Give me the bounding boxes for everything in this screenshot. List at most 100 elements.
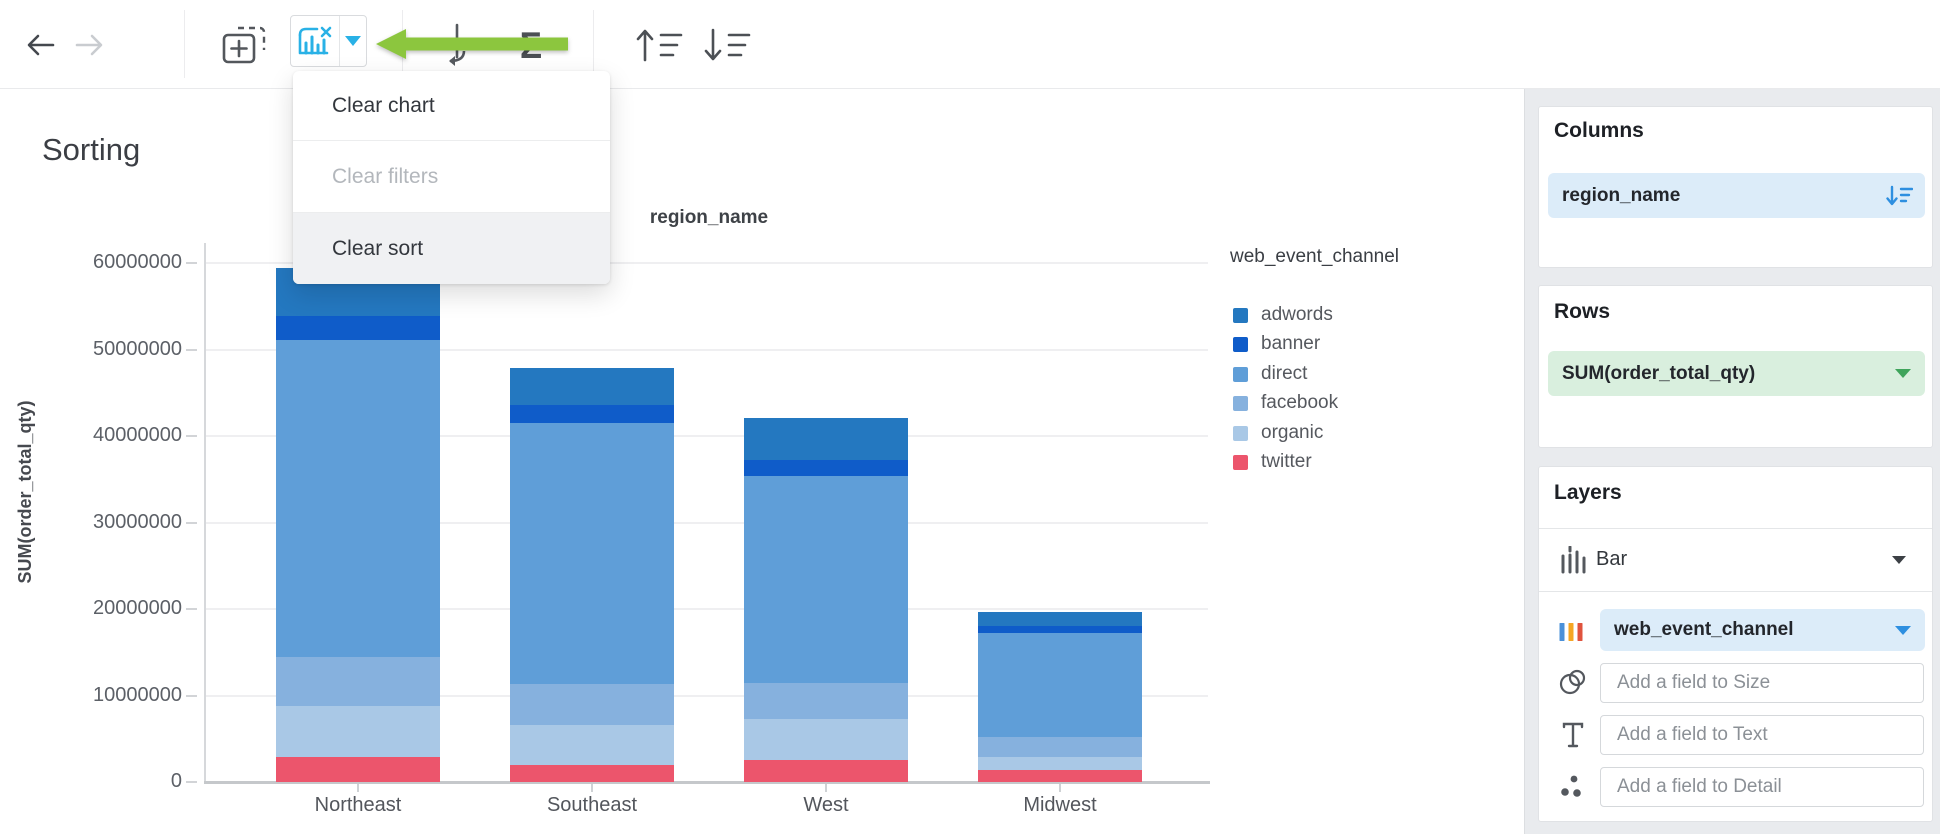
bar-segment-west-twitter[interactable] [744,760,908,782]
bar-segment-midwest-direct[interactable] [978,633,1142,738]
sort-descending-applied-icon[interactable] [1886,184,1913,208]
add-chart-button[interactable] [218,22,270,68]
x-category-label: Midwest [1023,794,1097,816]
columns-field-pill[interactable]: region_name [1548,173,1925,218]
gridline [204,521,1208,524]
legend-swatch-facebook[interactable] [1233,396,1248,411]
x-tick-mark [591,784,593,792]
bar-segment-southeast-direct[interactable] [510,423,674,685]
color-field-pill[interactable]: web_event_channel [1600,609,1925,651]
caret-down-icon [345,36,361,46]
bar-segment-southeast-adwords[interactable] [510,367,674,405]
clear-chart-x-icon [298,26,332,55]
legend-swatch-adwords[interactable] [1233,307,1248,323]
x-tick-mark [1059,784,1061,792]
y-axis-title: SUM(order_total_qty) [15,400,35,584]
legend-label-organic[interactable]: organic [1261,421,1324,443]
bar-segment-midwest-banner[interactable] [978,626,1142,634]
rows-field-label: SUM(order_total_qty) [1562,362,1756,384]
add-chart-icon [222,26,266,64]
forward-button[interactable] [72,29,108,61]
gridline [204,348,1208,351]
x-category-label: Southeast [546,794,638,816]
menu-item-clear-filters: Clear filters [293,140,610,212]
legend-label-facebook[interactable]: facebook [1261,392,1339,413]
bar-segment-midwest-organic[interactable] [978,756,1142,770]
y-tick-label: 40000000 [93,424,182,446]
button-separator [339,16,340,66]
y-tick-label: 0 [170,770,182,792]
legend-label-banner[interactable]: banner [1261,333,1321,354]
bar-segment-midwest-facebook[interactable] [978,737,1142,757]
bar-segment-southeast-twitter[interactable] [510,764,674,782]
text-field-input[interactable] [1600,715,1924,755]
menu-item-clear-chart[interactable]: Clear chart [332,93,435,117]
rows-field-pill[interactable]: SUM(order_total_qty) [1548,351,1925,396]
back-button[interactable] [22,29,58,61]
y-tick-label: 50000000 [93,337,182,360]
legend-swatch-twitter[interactable] [1233,455,1248,470]
gridline [204,694,1208,697]
bar-segment-midwest-twitter[interactable] [978,769,1142,782]
x-field-label: region_name [649,207,769,228]
y-tick-label: 10000000 [93,683,182,706]
x-tick-mark [357,784,359,792]
size-field-input[interactable] [1600,663,1924,703]
columns-field-label: region_name [1562,184,1681,206]
detail-field-input[interactable] [1600,767,1924,807]
sort-descending-button[interactable] [700,24,754,66]
bar-segment-northeast-twitter[interactable] [276,756,440,782]
y-axis-line [204,243,206,782]
caret-down-icon[interactable] [1895,625,1911,635]
bar-segment-northeast-direct[interactable] [276,339,440,657]
toolbar-divider [184,10,185,78]
color-field-label: web_event_channel [1614,619,1794,640]
legend-label-adwords[interactable]: adwords [1261,303,1333,325]
chart-config-sidebar: Columns region_name Rows SUM(order_total… [1524,89,1940,834]
legend-swatch-organic[interactable] [1233,425,1248,441]
caret-down-icon[interactable] [1895,369,1911,378]
bar-segment-northeast-facebook[interactable] [276,656,440,706]
clear-chart-button[interactable] [291,16,339,66]
clear-chart-menu-caret[interactable] [340,16,366,66]
caret-down-icon[interactable] [1892,555,1906,564]
bar-segment-west-direct[interactable] [744,475,908,683]
bar-segment-southeast-organic[interactable] [510,724,674,765]
legend-label-direct[interactable]: direct [1261,362,1308,384]
toolbar: Σ [0,0,1940,89]
bar-segment-west-banner[interactable] [744,460,908,476]
columns-card: Columns region_name [1538,106,1933,268]
bar-segment-midwest-adwords[interactable] [978,611,1142,627]
bar-segment-southeast-facebook[interactable] [510,684,674,725]
bar-segment-northeast-banner[interactable] [276,315,440,340]
y-tick-mark [186,608,197,610]
y-tick-label: 20000000 [93,597,182,619]
text-field-icon [1562,722,1584,748]
page-title: Sorting [42,132,141,167]
layers-card: Layers Bar web_event_channel [1538,466,1933,822]
rows-card: Rows SUM(order_total_qty) [1538,285,1933,448]
layer-type-label: Bar [1596,548,1628,570]
y-tick-mark [186,348,197,351]
sort-ascending-button[interactable] [632,24,686,66]
bar-segment-west-adwords[interactable] [744,417,908,461]
size-circles-icon [1559,669,1586,695]
bar-segment-west-organic[interactable] [744,718,908,761]
bar-segment-northeast-organic[interactable] [276,705,440,757]
arrow-right-icon [75,34,103,56]
y-tick-mark [186,781,197,783]
clear-chart-dropdown-menu: Clear chart Clear filters Clear sort [293,71,610,284]
layer-type-selector[interactable]: Bar [1539,528,1932,591]
toolbar-divider [593,10,594,78]
menu-item-clear-sort[interactable]: Clear sort [293,212,610,284]
legend-swatch-banner[interactable] [1233,337,1248,352]
y-tick-mark [186,521,197,524]
legend-title: web_event_channel [1230,246,1400,267]
detail-dots-icon [1561,775,1581,797]
sort-descending-icon [704,28,751,61]
rows-card-title: Rows [1554,300,1611,323]
legend-swatch-direct[interactable] [1233,366,1248,382]
bar-segment-southeast-banner[interactable] [510,404,674,424]
legend-label-twitter[interactable]: twitter [1261,451,1312,472]
bar-segment-west-facebook[interactable] [744,682,908,719]
